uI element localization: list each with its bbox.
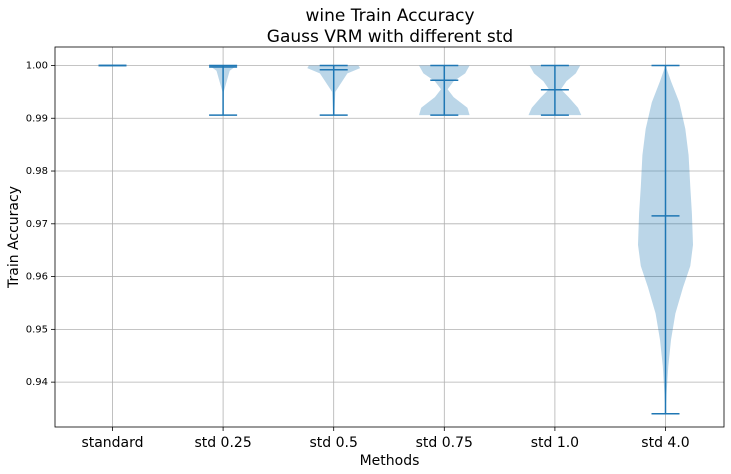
x-tick-label: std 0.5 bbox=[310, 435, 358, 451]
chart-title-line-1: wine Train Accuracy bbox=[305, 6, 474, 26]
y-tick-label: 0.94 bbox=[26, 377, 48, 388]
x-tick-label: standard bbox=[81, 435, 143, 451]
plot-frame bbox=[54, 46, 725, 428]
x-tick-label: std 0.75 bbox=[416, 435, 473, 451]
y-axis-label: Train Accuracy bbox=[6, 186, 22, 289]
y-tick-label: 0.96 bbox=[26, 272, 48, 283]
y-tick-label: 0.97 bbox=[26, 219, 48, 230]
violins bbox=[98, 64, 693, 415]
grid bbox=[55, 47, 724, 427]
y-axis-ticks: 0.94 0.95 0.96 0.97 0.98 0.99 1.00 bbox=[26, 60, 55, 388]
y-tick-label: 0.98 bbox=[26, 166, 48, 177]
x-tick-label: std 4.0 bbox=[641, 435, 689, 451]
y-tick-label: 1.00 bbox=[26, 60, 48, 71]
x-axis-label: Methods bbox=[360, 453, 420, 469]
x-tick-label: std 1.0 bbox=[531, 435, 579, 451]
y-tick-label: 0.99 bbox=[26, 113, 48, 124]
chart-title-line-2: Gauss VRM with different std bbox=[267, 27, 513, 47]
x-tick-label: std 0.25 bbox=[194, 435, 251, 451]
y-tick-label: 0.95 bbox=[26, 324, 48, 335]
x-axis-ticks: standard std 0.25 std 0.5 std 0.75 std 1.0 st… bbox=[81, 427, 690, 451]
